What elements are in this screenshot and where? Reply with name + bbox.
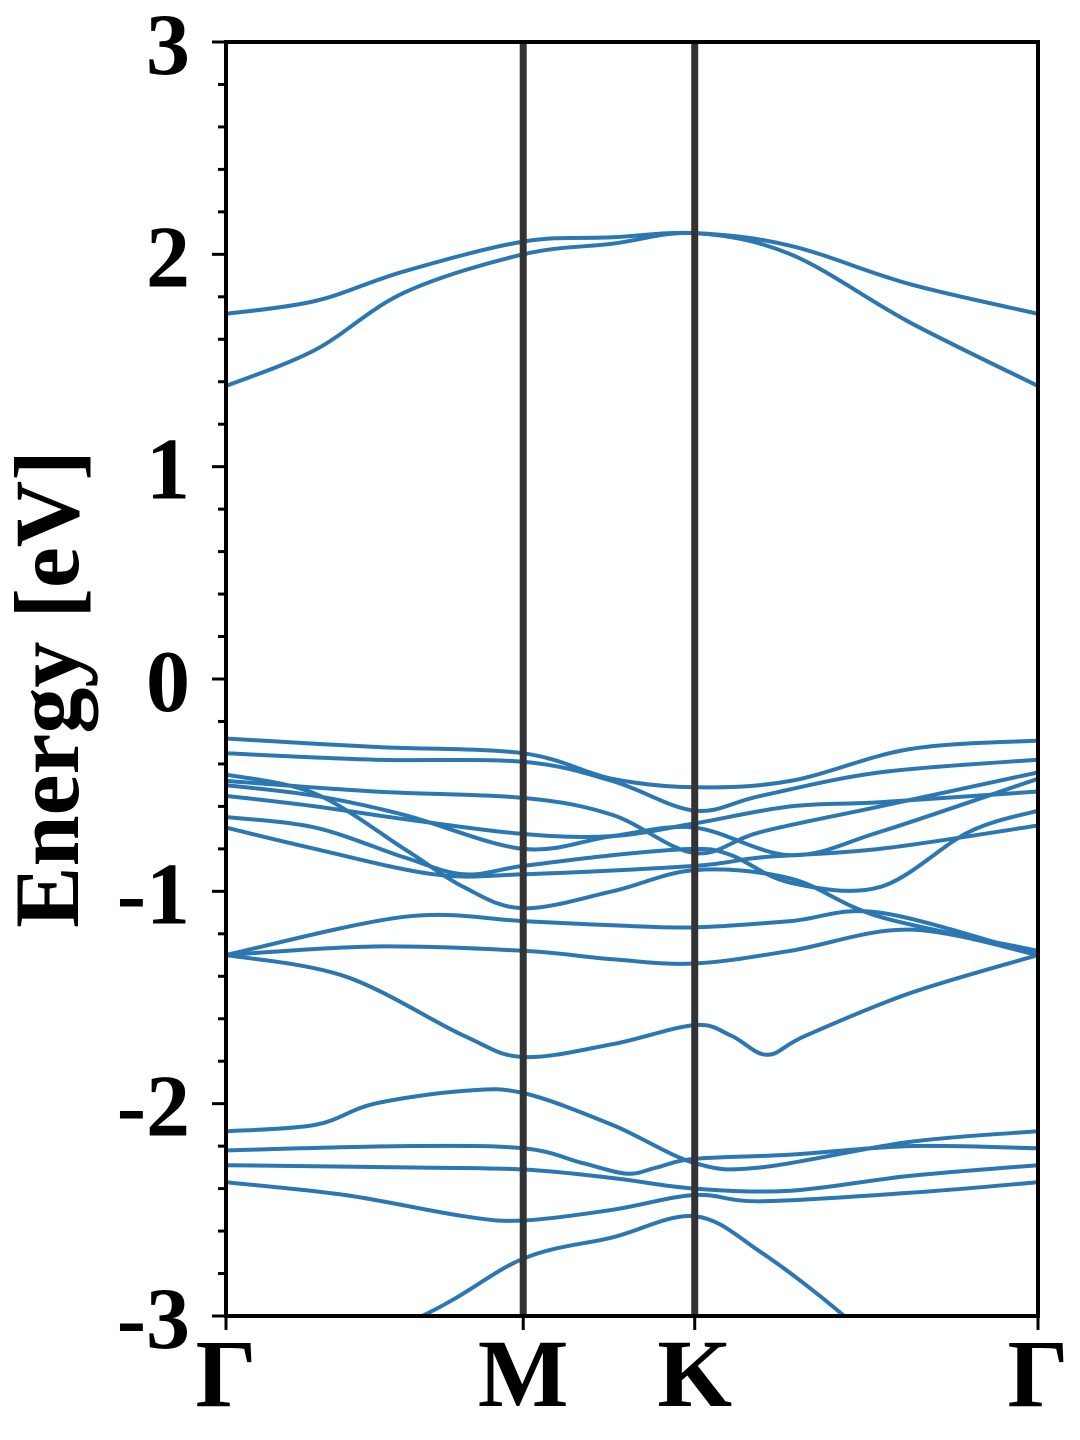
y-tick-label: 1 [146,422,190,519]
y-tick-label: -2 [117,1059,190,1156]
band-line-14 [226,770,1038,856]
band-line-16 [226,736,1038,790]
band-line-10 [226,823,1038,879]
x-tick-label-3: K [657,1320,732,1427]
band-line-1 [417,1213,848,1316]
plot-frame [224,40,1040,1318]
band-line-13 [226,789,1038,839]
high-symmetry-dividers [519,42,699,1316]
band-line-8 [226,909,1038,957]
band-line-2 [226,1180,1038,1223]
band-line-18 [226,230,1038,316]
band-line-5 [226,1087,1038,1172]
band-line-6 [226,953,1038,1060]
y-tick-label: 2 [146,209,190,306]
band-line-3 [226,1163,1038,1194]
band-line-15 [226,751,1038,813]
band-line-7 [226,927,1038,966]
y-tick-label: 3 [146,0,190,94]
y-tick-label: -3 [117,1271,190,1368]
band-lines [226,230,1038,1316]
band-line-11 [226,808,1038,893]
band-line-4 [226,1143,1038,1176]
x-tick-label-4: Γ [1007,1320,1068,1427]
y-axis-ticks: 3 2 1 0 -1 -2 -3 [117,0,226,1368]
y-tick-label: 0 [146,634,190,731]
band-line-17 [226,230,1038,388]
y-axis-label: Energy [eV] [0,450,98,928]
x-tick-label-1: Γ [195,1320,256,1427]
y-tick-label: -1 [117,846,190,943]
x-tick-label-2: M [478,1320,569,1427]
band-line-9 [226,772,1038,953]
